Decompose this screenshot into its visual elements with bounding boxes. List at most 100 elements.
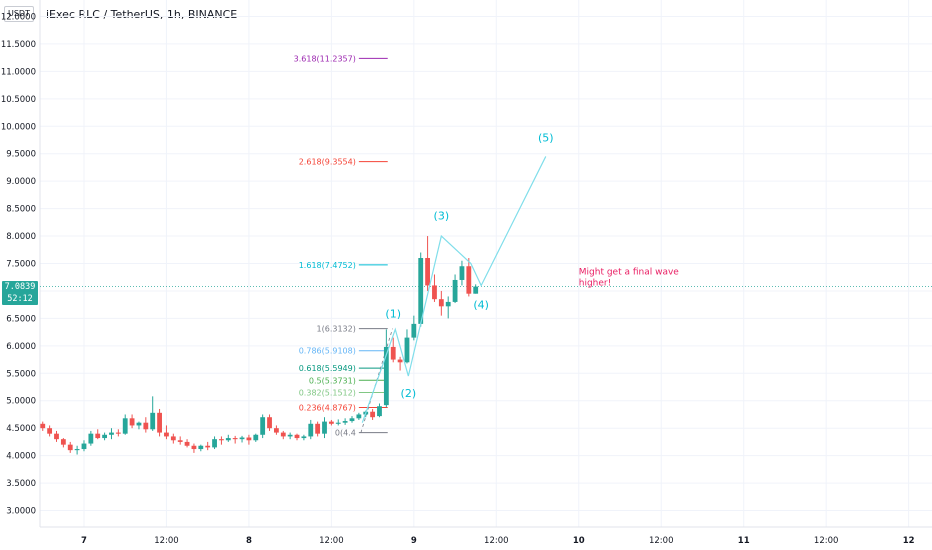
candle-body <box>157 412 162 433</box>
candle-body <box>150 412 156 430</box>
y-tick-label: 10.5000 <box>1 95 36 105</box>
annotation-note: Might get a final wave <box>579 267 680 277</box>
y-tick-label: 5.5000 <box>6 369 36 379</box>
candle-body <box>452 279 458 302</box>
x-tick-label: 7 <box>81 536 87 546</box>
candle-body <box>342 421 348 423</box>
candle-body <box>280 432 286 437</box>
x-tick-label: 12:00 <box>154 536 179 546</box>
x-tick-label: 12:00 <box>319 536 344 546</box>
wave-label: (1) <box>385 307 401 320</box>
candle-body <box>129 418 135 426</box>
candle-body <box>74 449 80 451</box>
wave-label: (5) <box>538 132 554 145</box>
y-tick-label: 8.0000 <box>6 232 36 242</box>
fib-level-label: 2.618(9.3554) <box>299 158 356 167</box>
fib-level-label: 0.618(5.5949) <box>299 364 356 373</box>
y-tick-label: 11.5000 <box>1 40 36 50</box>
candle-body <box>315 423 321 434</box>
currency-badge[interactable]: USDT <box>4 6 34 22</box>
candle-body <box>232 438 238 440</box>
annotation-note: higher! <box>579 278 611 288</box>
candle-body <box>260 417 266 435</box>
x-tick-label: 11 <box>738 536 750 546</box>
candle-body <box>191 445 197 450</box>
candle-body <box>383 346 389 406</box>
fib-level-label: 0.236(4.8767) <box>299 404 356 413</box>
candle-body <box>308 423 314 437</box>
y-tick-label: 9.5000 <box>6 150 36 160</box>
fib-level-label: 1(6.3132) <box>317 325 356 334</box>
candle-body <box>301 436 307 439</box>
candle-body <box>88 433 94 444</box>
candle-body <box>102 434 108 439</box>
fib-level-label: 0.382(5.1512) <box>299 388 356 397</box>
candle-body <box>294 434 300 439</box>
x-tick-label: 12:00 <box>814 536 839 546</box>
candle-body <box>122 418 128 434</box>
candle-body <box>40 423 46 429</box>
candle-body <box>473 286 479 294</box>
candle-body <box>212 439 217 448</box>
wave-label: (3) <box>434 210 450 223</box>
elliott-wave-path <box>361 156 547 423</box>
y-tick-label: 6.0000 <box>6 342 36 352</box>
candle-body <box>170 436 176 441</box>
x-tick-label: 8 <box>246 536 252 546</box>
candle-body <box>253 434 259 441</box>
x-tick-label: 12:00 <box>484 536 509 546</box>
y-tick-label: 5.0000 <box>6 397 36 407</box>
y-tick-label: 4.5000 <box>6 424 36 434</box>
candle-body <box>81 443 87 450</box>
candle-body <box>397 359 403 363</box>
candle-body <box>143 422 149 430</box>
y-tick-label: 10.0000 <box>1 122 36 132</box>
candle-body <box>246 437 252 441</box>
candle-body <box>377 406 382 417</box>
y-tick-label: 9.0000 <box>6 177 36 187</box>
candle-body <box>466 266 472 294</box>
candle-body <box>411 323 417 338</box>
candle-body <box>287 434 293 437</box>
candle-body <box>177 440 183 442</box>
candle-body <box>54 433 59 440</box>
candle-body <box>184 441 190 446</box>
y-tick-label: 12.0000 <box>1 12 36 22</box>
candle-body <box>239 437 245 440</box>
candle-body <box>390 346 396 360</box>
y-tick-label: 7.5000 <box>6 260 36 270</box>
candle-body <box>445 301 451 307</box>
y-tick-label: 3.5000 <box>6 479 36 489</box>
candle-body <box>273 428 279 433</box>
wave-label: (4) <box>473 299 489 312</box>
candle-body <box>136 422 142 426</box>
candle-body <box>219 439 224 441</box>
x-tick-label: 12:00 <box>649 536 674 546</box>
x-tick-label: 12 <box>903 536 915 546</box>
candle-body <box>267 417 272 429</box>
candle-body <box>418 258 424 324</box>
candle-body <box>205 445 211 448</box>
candle-body <box>67 444 73 451</box>
candle-body <box>425 258 430 286</box>
candle-body <box>198 445 204 450</box>
y-tick-label: 6.5000 <box>6 314 36 324</box>
candle-body <box>164 432 169 437</box>
candle-body <box>459 266 465 280</box>
candle-body <box>328 421 334 424</box>
wave-label: (2) <box>401 387 417 400</box>
candle-body <box>109 432 114 435</box>
chart-title: iExec RLC / TetherUS, 1h, BINANCE <box>46 8 238 21</box>
candle-body <box>95 433 101 439</box>
fib-level-label: 3.618(11.2357) <box>294 54 356 63</box>
fib-level-label: 1.618(7.4752) <box>299 261 356 270</box>
candle-body <box>404 337 410 363</box>
candle-body <box>432 285 437 300</box>
bar-countdown: 52:12 <box>7 294 33 304</box>
y-tick-label: 8.5000 <box>6 205 36 215</box>
fib-level-label: 0(4.4 <box>335 429 356 438</box>
fib-level-label: 0.5(5.3731) <box>309 376 356 385</box>
y-tick-label: 11.0000 <box>1 67 36 77</box>
candle-body <box>322 421 327 434</box>
